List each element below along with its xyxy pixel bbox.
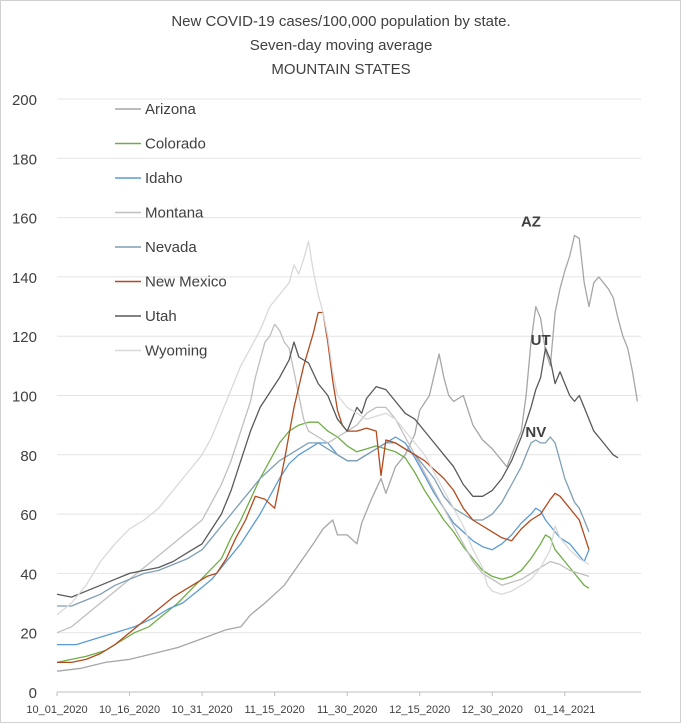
annotation-az: AZ: [521, 213, 541, 230]
legend-label-montana: Montana: [145, 205, 204, 222]
x-axis: 10_01_2020 10_16_2020 10_31_2020 11_15_2020…: [26, 692, 595, 716]
x-tick-label: 11_30_2020: [317, 704, 377, 716]
series-line-idaho: [57, 436, 590, 646]
annotation-nv: NV: [525, 424, 546, 441]
y-tick-label: 60: [20, 507, 37, 524]
legend-label-nevada: Nevada: [145, 239, 197, 256]
series-line-utah: [56, 341, 619, 598]
x-tick-label: 12_15_2020: [389, 704, 450, 716]
chart-title-line-1: New COVID-19 cases/100,000 population by…: [171, 13, 510, 30]
legend: Arizona Colorado Idaho Montana Nevada New Mex…: [115, 101, 227, 360]
x-tick-label: 10_01_2020: [26, 704, 87, 716]
y-tick-label: 100: [12, 389, 37, 406]
legend-label-arizona: Arizona: [145, 101, 197, 118]
series-line-nevada: [57, 436, 590, 607]
legend-label-colorado: Colorado: [145, 136, 206, 153]
series-line-colorado: [56, 421, 590, 664]
series-line-wyoming: [56, 240, 590, 616]
y-tick-label: 120: [12, 329, 37, 346]
series-line-montana: [56, 323, 590, 634]
legend-label-idaho: Idaho: [145, 170, 183, 187]
legend-label-wyoming: Wyoming: [145, 343, 207, 360]
chart-title-line-3: MOUNTAIN STATES: [271, 61, 410, 78]
series-line-arizona: [56, 234, 639, 672]
y-tick-label: 200: [12, 92, 37, 109]
x-tick-label: 11_15_2020: [244, 704, 304, 716]
annotations: AZ UT NV: [521, 213, 551, 441]
chart-title: New COVID-19 cases/100,000 population by…: [171, 13, 510, 78]
y-tick-label: 160: [12, 211, 37, 228]
x-tick-label: 12_30_2020: [462, 704, 523, 716]
y-tick-label: 20: [20, 626, 37, 643]
x-tick-label: 10_16_2020: [99, 704, 160, 716]
y-tick-label: 140: [12, 270, 37, 287]
y-tick-label: 180: [12, 151, 37, 168]
series-line-new-mexico: [57, 311, 590, 664]
gridlines: [57, 98, 641, 693]
y-tick-label: 0: [29, 685, 37, 702]
chart-title-line-2: Seven-day moving average: [250, 37, 433, 54]
annotation-ut: UT: [531, 332, 551, 349]
x-tick-label: 01_14_2021: [534, 704, 595, 716]
y-tick-label: 40: [20, 566, 37, 583]
y-tick-label: 80: [20, 448, 37, 465]
y-axis: 0 20 40 60 80 100 120 140 160 180 200: [12, 92, 37, 702]
x-tick-label: 10_31_2020: [171, 704, 232, 716]
series-lines: [56, 234, 639, 672]
legend-label-new-mexico: New Mexico: [145, 274, 227, 291]
legend-label-utah: Utah: [145, 308, 177, 325]
